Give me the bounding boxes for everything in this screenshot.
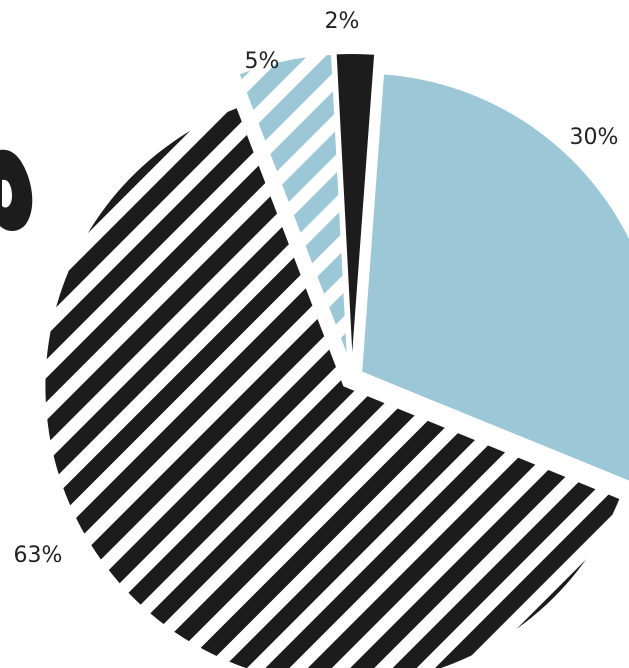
slice-label-30: 30% xyxy=(570,125,619,150)
pie-slice-2 xyxy=(336,54,375,352)
slice-label-5: 5% xyxy=(245,49,280,74)
pie-slices xyxy=(45,54,629,668)
slice-label-63: 63% xyxy=(14,543,63,568)
pie-slice-30 xyxy=(362,74,629,481)
slice-label-2: 2% xyxy=(325,9,360,34)
pie-slice-63 xyxy=(45,108,620,668)
pie-slice-5 xyxy=(239,54,347,353)
brush-decoration xyxy=(0,149,33,231)
